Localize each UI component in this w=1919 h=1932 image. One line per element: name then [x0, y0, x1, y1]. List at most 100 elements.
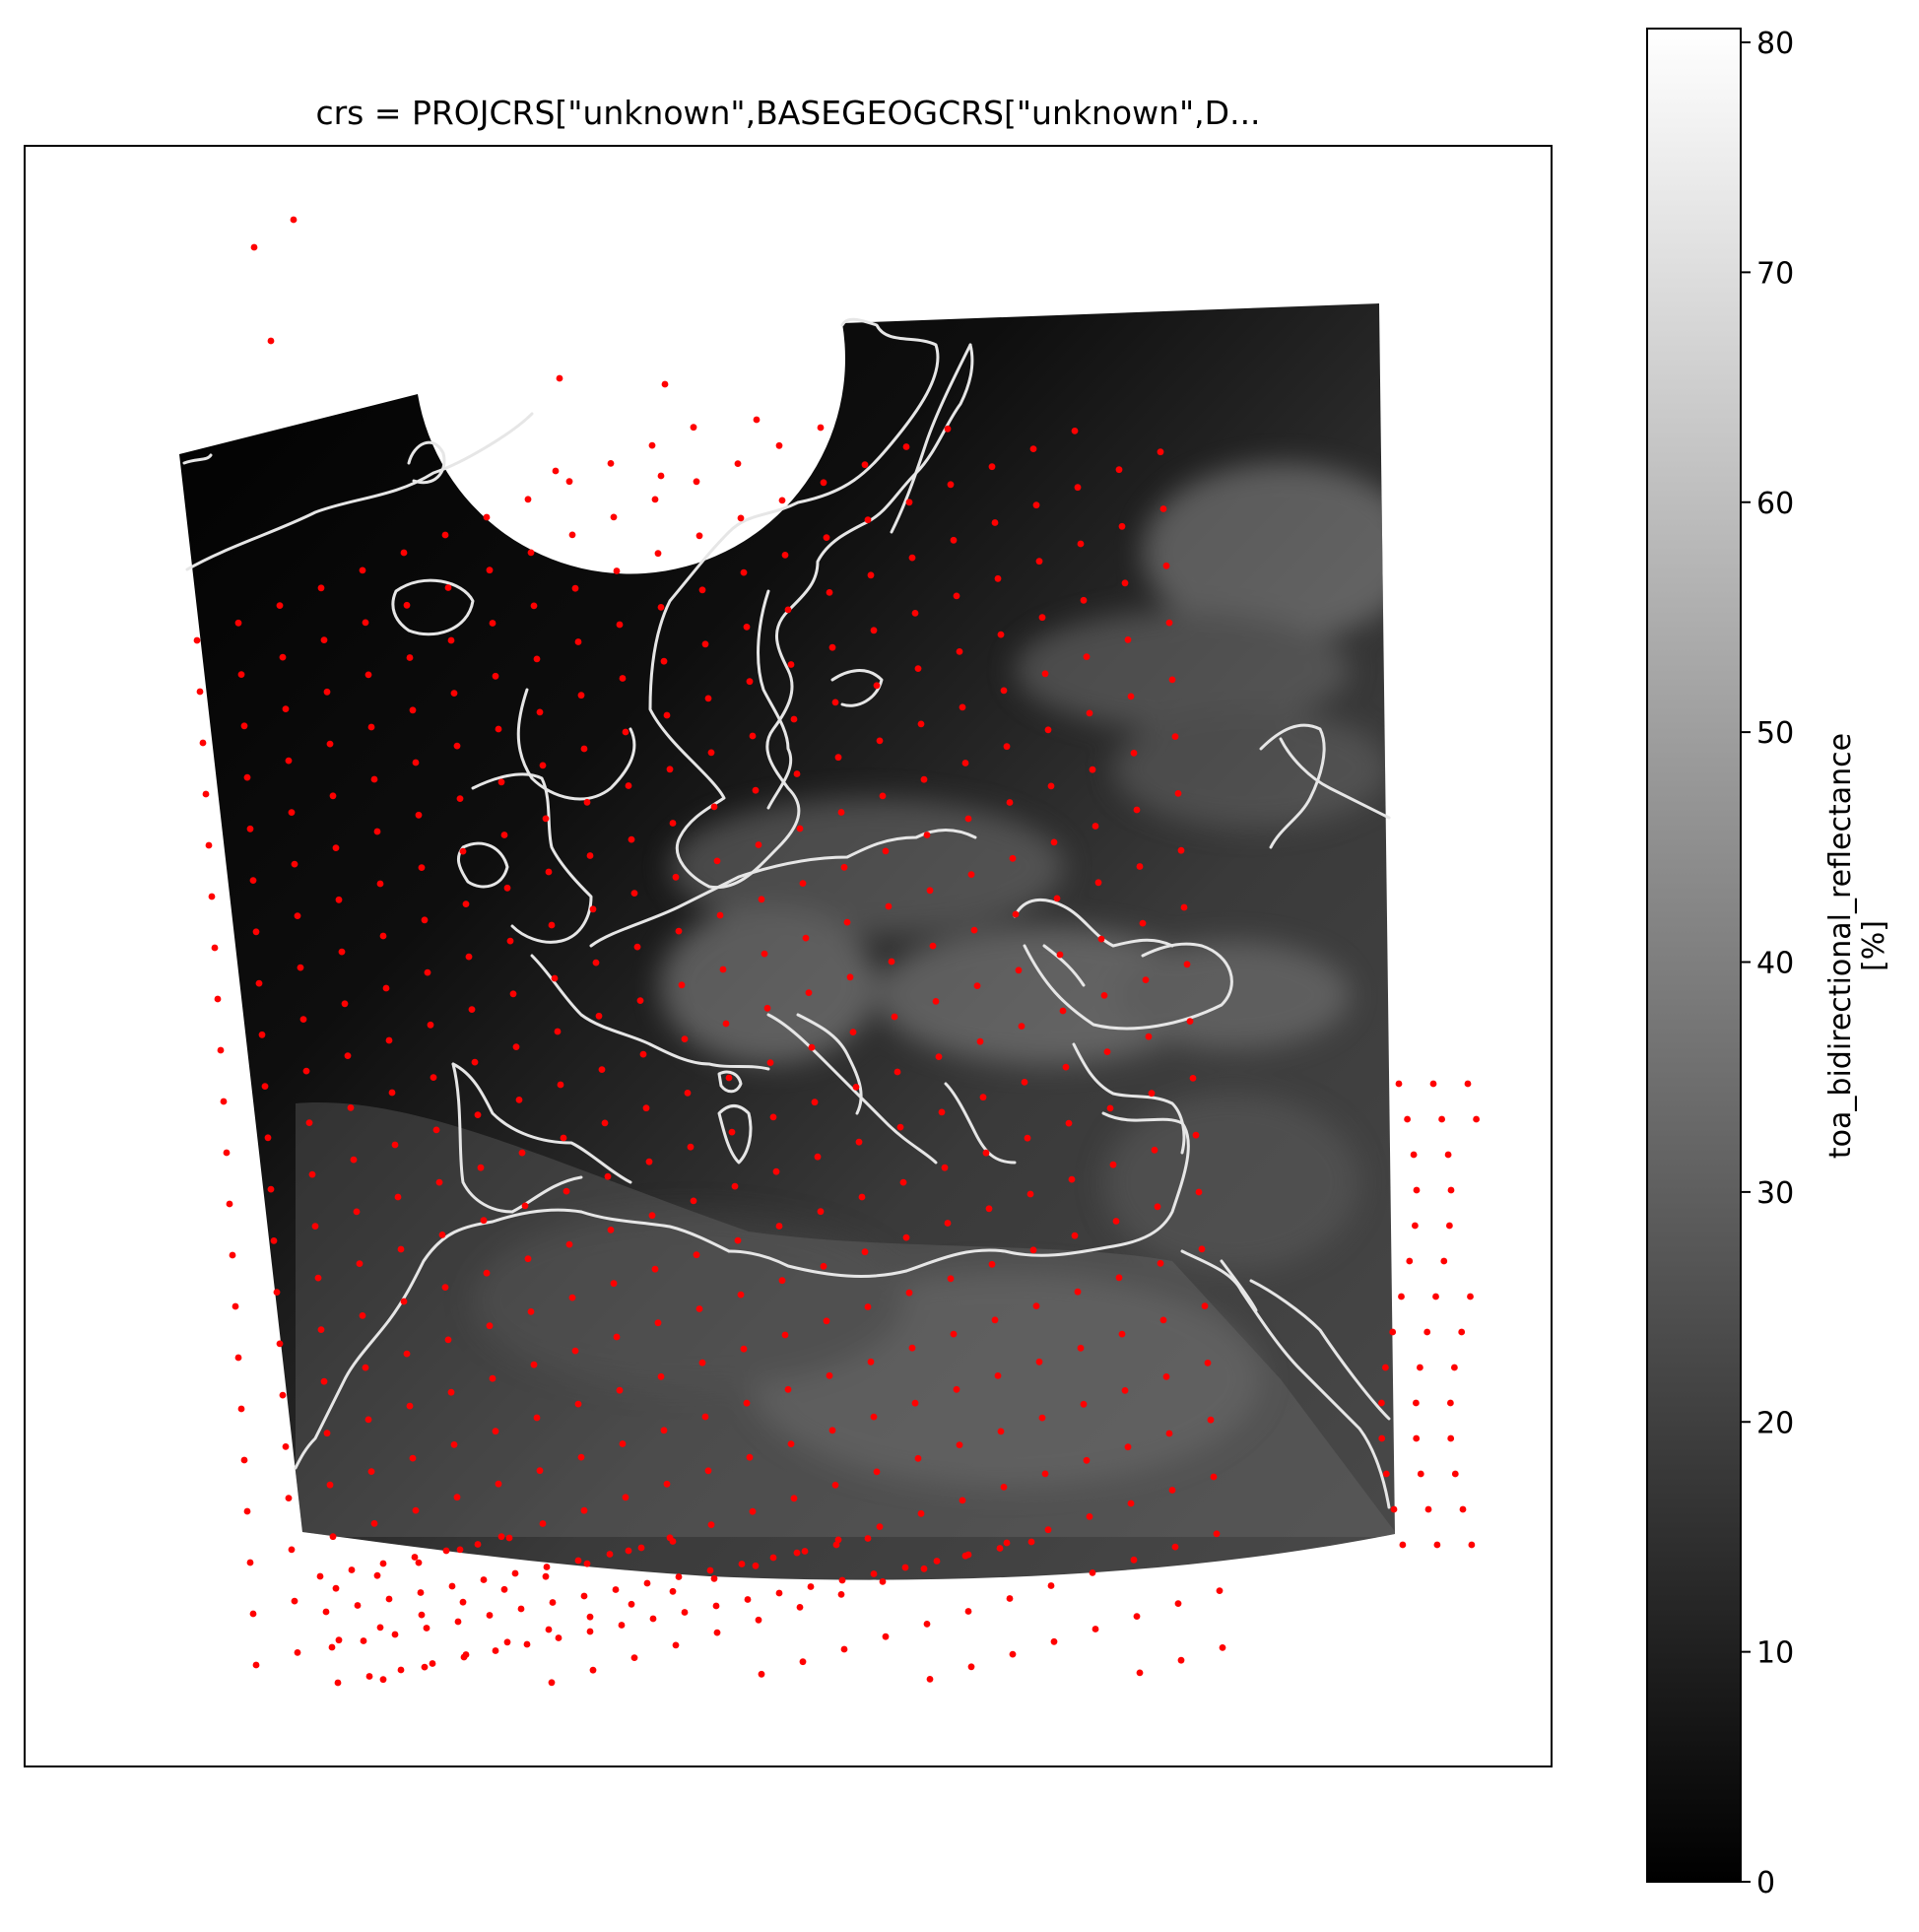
sample-point: [447, 1388, 455, 1396]
sample-point: [1410, 1151, 1418, 1159]
sample-point: [1000, 687, 1008, 695]
sample-point: [489, 1374, 496, 1382]
sample-point: [1056, 951, 1064, 959]
sample-point: [1009, 1650, 1017, 1658]
sample-point: [799, 1658, 807, 1666]
sample-point: [1177, 1656, 1185, 1664]
plot-title: crs = PROJCRS["unknown",BASEGEOGCRS["unk…: [315, 94, 1260, 132]
sample-point: [403, 1350, 411, 1358]
sample-point: [1026, 1190, 1034, 1198]
colorbar-ticks: 0 10 20 30 40 50 60 70 80: [1741, 27, 1794, 1900]
sample-point: [837, 1591, 845, 1598]
sample-point: [1006, 799, 1014, 806]
sample-point: [1180, 903, 1188, 911]
sample-point: [577, 692, 585, 700]
sample-point: [953, 592, 960, 600]
sample-point: [273, 1289, 281, 1296]
sample-point: [323, 1430, 331, 1437]
sample-point: [1133, 1613, 1141, 1620]
sample-point: [725, 1074, 733, 1082]
sample-point: [661, 380, 669, 388]
sample-point: [1398, 1293, 1405, 1300]
sample-point: [500, 1585, 508, 1593]
sample-point: [926, 1676, 934, 1683]
sample-point: [220, 1098, 228, 1105]
sample-point: [920, 775, 928, 783]
sample-point: [1216, 1587, 1224, 1594]
sample-point: [787, 1440, 795, 1447]
sample-point: [1447, 1399, 1454, 1407]
colorbar-tick-label: 20: [1756, 1406, 1794, 1440]
sample-point: [738, 1561, 746, 1567]
sample-point: [929, 942, 937, 950]
sample-point: [400, 549, 408, 557]
sample-point: [1440, 1257, 1448, 1265]
sample-point: [1148, 1090, 1156, 1098]
sample-point: [258, 1031, 266, 1038]
sample-point: [530, 1361, 538, 1368]
sample-point: [956, 648, 963, 655]
sample-point: [412, 1506, 420, 1514]
map-axes-frame: [24, 145, 1553, 1767]
sample-point: [557, 1081, 564, 1089]
sample-point: [1103, 1048, 1111, 1055]
sample-point: [406, 654, 414, 661]
sample-point: [542, 1572, 550, 1580]
sample-point: [914, 665, 922, 672]
sample-point: [359, 566, 366, 574]
sample-point: [1413, 1399, 1420, 1407]
sample-point: [317, 584, 325, 592]
sample-point: [552, 467, 560, 475]
sample-point: [367, 1468, 375, 1475]
sample-point: [359, 1312, 366, 1319]
sample-point: [1192, 1131, 1200, 1139]
sample-point: [338, 948, 346, 956]
sample-point: [1157, 1259, 1164, 1267]
sample-point: [911, 610, 919, 617]
sample-point: [610, 1280, 618, 1288]
sample-point: [838, 1576, 846, 1584]
sample-point: [613, 567, 621, 574]
sample-point: [495, 725, 502, 733]
sample-point: [619, 1440, 627, 1447]
sample-point: [681, 1609, 689, 1616]
sample-point: [571, 584, 579, 592]
sample-point: [252, 928, 260, 936]
sample-point: [497, 1533, 505, 1541]
sample-point: [329, 1533, 337, 1541]
sample-point: [577, 1453, 585, 1461]
sample-point: [264, 1134, 272, 1142]
sample-point: [707, 749, 715, 757]
sample-point: [1100, 992, 1108, 999]
sample-point: [450, 690, 458, 697]
sample-point: [763, 1004, 771, 1012]
sample-point: [1127, 1499, 1135, 1507]
sample-point: [421, 916, 429, 924]
sample-point: [1080, 596, 1088, 604]
sample-point: [1451, 1364, 1458, 1371]
sample-point: [896, 1123, 904, 1131]
sample-point: [370, 775, 378, 783]
sample-point: [964, 1608, 972, 1615]
sample-point: [1451, 1470, 1459, 1478]
sample-point: [364, 1416, 372, 1424]
sample-point: [746, 1453, 754, 1461]
sample-point: [545, 1626, 553, 1633]
sample-point: [964, 815, 972, 823]
sample-point: [432, 1126, 440, 1134]
sample-point: [636, 997, 644, 1004]
sample-point: [781, 1331, 789, 1339]
sample-point: [1168, 1487, 1176, 1494]
sample-point: [1429, 1080, 1437, 1088]
sample-point: [376, 1624, 384, 1632]
sample-point: [1083, 1456, 1091, 1464]
sample-point: [462, 900, 470, 907]
sample-point: [1467, 1293, 1474, 1300]
sample-point: [438, 1232, 446, 1238]
sample-point: [379, 932, 387, 940]
sample-point: [758, 896, 765, 903]
sample-point: [973, 982, 981, 989]
sample-point: [320, 1377, 328, 1385]
sample-point: [944, 425, 952, 433]
sample-point: [580, 1592, 588, 1600]
